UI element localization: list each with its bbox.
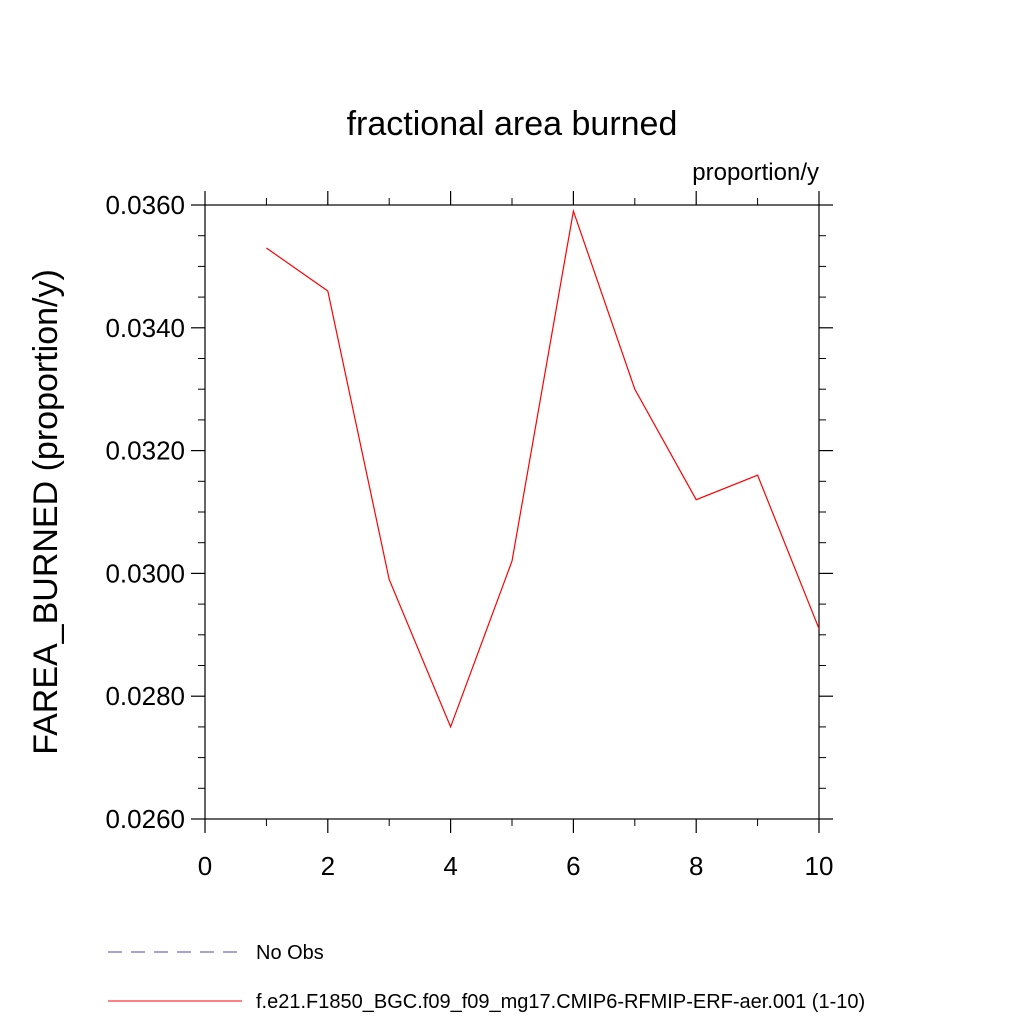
chart-title: fractional area burned — [347, 105, 678, 143]
legend-label-0: No Obs — [256, 942, 324, 964]
y-tick-label: 0.0360 — [105, 190, 185, 220]
x-tick-label: 2 — [321, 851, 335, 881]
y-tick-label: 0.0260 — [105, 804, 185, 834]
x-tick-labels: 0 2 4 6 8 10 — [198, 851, 834, 881]
series-lines — [266, 208, 820, 729]
x-tick-label: 6 — [566, 851, 580, 881]
legend-label-1: f.e21.F1850_BGC.f09_f09_mg17.CMIP6-RFMIP… — [256, 991, 865, 1013]
x-tick-label: 0 — [198, 851, 212, 881]
legend: No Obs f.e21.F1850_BGC.f09_f09_mg17.CMIP6… — [108, 942, 865, 1013]
x-tick-label: 10 — [805, 851, 834, 881]
x-tick-label: 8 — [689, 851, 703, 881]
x-tick-label: 4 — [443, 851, 457, 881]
units-label: proportion/y — [692, 159, 819, 186]
y-axis-label: FAREA_BURNED (proportion/y) — [27, 269, 65, 755]
plot-frame — [204, 204, 820, 820]
y-tick-label: 0.0340 — [105, 313, 185, 343]
axis-ticks — [191, 191, 833, 833]
y-tick-labels: 0.0260 0.0280 0.0300 0.0320 0.0340 0.0360 — [105, 190, 185, 834]
y-tick-label: 0.0300 — [105, 558, 185, 588]
series-line-1 — [266, 208, 820, 729]
y-tick-label: 0.0280 — [105, 681, 185, 711]
y-tick-label: 0.0320 — [105, 436, 185, 466]
